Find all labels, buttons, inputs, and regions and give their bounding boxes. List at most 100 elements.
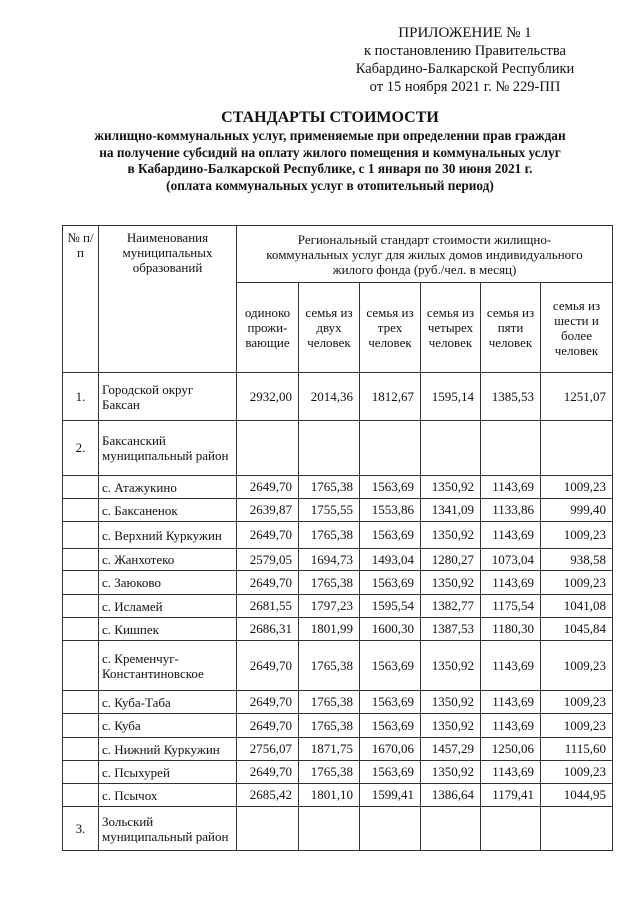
row-value: 2649,70 [236, 690, 299, 714]
document-title: СТАНДАРТЫ СТОИМОСТИ жилищно-коммунальных… [40, 108, 620, 194]
row-name: с. Нижний Куркужин [98, 737, 237, 761]
row-value: 1600,30 [359, 617, 421, 641]
row-name: с. Куба-Таба [98, 690, 237, 714]
row-value: 1350,92 [420, 521, 481, 549]
row-value: 1765,38 [298, 570, 360, 595]
table-row: с. Баксаненок 2639,87 1755,55 1553,86 1341,0… [62, 498, 613, 522]
row-value [359, 806, 421, 851]
row-value: 1009,23 [540, 690, 613, 714]
row-index [62, 548, 99, 571]
row-value: 2649,70 [236, 521, 299, 549]
row-value: 2685,42 [236, 783, 299, 807]
row-value: 1599,41 [359, 783, 421, 807]
row-index [62, 521, 99, 549]
title-line: на получение субсидий на оплату жилого п… [99, 144, 561, 160]
row-value: 1797,23 [298, 594, 360, 618]
row-value: 1387,53 [420, 617, 481, 641]
row-value: 1250,06 [480, 737, 541, 761]
row-index [62, 783, 99, 807]
row-value: 1115,60 [540, 737, 613, 761]
standards-table: № п/п Наименования муниципальных образов… [62, 225, 613, 851]
row-value [298, 806, 360, 851]
row-name: с. Атажукино [98, 475, 237, 499]
table-row: 1. Городской округ Баксан 2932,00 2014,36 18… [62, 372, 613, 421]
row-value: 1801,99 [298, 617, 360, 641]
row-value: 1073,04 [480, 548, 541, 571]
row-name: с. Псычох [98, 783, 237, 807]
row-name: с. Заюково [98, 570, 237, 595]
title-main: СТАНДАРТЫ СТОИМОСТИ [221, 109, 439, 126]
row-name: с. Баксаненок [98, 498, 237, 522]
row-value [420, 806, 481, 851]
row-name: с. Псыхурей [98, 760, 237, 784]
header-number: № п/п [62, 225, 99, 373]
row-value: 1765,38 [298, 521, 360, 549]
row-value: 1133,86 [480, 498, 541, 522]
row-value: 1143,69 [480, 640, 541, 691]
row-value: 1179,41 [480, 783, 541, 807]
row-value: 2681,55 [236, 594, 299, 618]
appendix-line: Кабардино-Балкарской Республики [355, 61, 575, 77]
row-value [236, 806, 299, 851]
row-value: 1045,84 [540, 617, 613, 641]
table-row: с. Атажукино 2649,70 1765,38 1563,69 1350,92… [62, 475, 613, 499]
row-value [420, 420, 481, 476]
row-value: 2649,70 [236, 760, 299, 784]
row-value: 2649,70 [236, 570, 299, 595]
row-value: 1563,69 [359, 713, 421, 738]
row-value: 1382,77 [420, 594, 481, 618]
row-value: 1812,67 [359, 372, 421, 421]
subheader-6: семья из шести и более человек [540, 282, 613, 373]
row-value: 2649,70 [236, 640, 299, 691]
row-value: 1009,23 [540, 475, 613, 499]
row-value: 1595,54 [359, 594, 421, 618]
row-name: с. Исламей [98, 594, 237, 618]
row-index [62, 570, 99, 595]
row-value [540, 806, 613, 851]
row-name: с. Жанхотеко [98, 548, 237, 571]
row-name: с. Кременчуг-Константиновское [98, 640, 237, 691]
row-name: Баксанский муниципальный район [98, 420, 237, 476]
row-value: 1175,54 [480, 594, 541, 618]
appendix-line: к постановлению Правительства [364, 43, 566, 59]
row-value: 1765,38 [298, 475, 360, 499]
title-line: в Кабардино-Балкарской Республике, с 1 я… [127, 161, 533, 176]
table-row: с. Кишпек 2686,31 1801,99 1600,30 1387,53 118… [62, 617, 613, 641]
row-value: 1143,69 [480, 713, 541, 738]
row-value: 1765,38 [298, 760, 360, 784]
title-line: жилищно-коммунальных услуг, применяемые … [94, 128, 566, 143]
row-value: 1044,95 [540, 783, 613, 807]
row-index [62, 713, 99, 738]
row-value: 1350,92 [420, 475, 481, 499]
row-value: 1694,73 [298, 548, 360, 571]
row-index [62, 737, 99, 761]
row-value: 1765,38 [298, 690, 360, 714]
row-value: 1009,23 [540, 521, 613, 549]
row-value: 1143,69 [480, 475, 541, 499]
row-value: 1563,69 [359, 475, 421, 499]
row-value: 1871,75 [298, 737, 360, 761]
subheader-3: семья из трех человек [359, 282, 421, 373]
row-value: 1251,07 [540, 372, 613, 421]
row-value: 1180,30 [480, 617, 541, 641]
row-value: 1493,04 [359, 548, 421, 571]
table-row: с. Жанхотеко 2579,05 1694,73 1493,04 1280,27… [62, 548, 613, 571]
row-value: 1143,69 [480, 760, 541, 784]
row-value [298, 420, 360, 476]
table-row: с. Куба-Таба 2649,70 1765,38 1563,69 1350,92… [62, 690, 613, 714]
row-value: 2649,70 [236, 713, 299, 738]
row-value: 1755,55 [298, 498, 360, 522]
row-index [62, 498, 99, 522]
row-value: 1765,38 [298, 640, 360, 691]
row-value: 2014,36 [298, 372, 360, 421]
appendix-header: ПРИЛОЖЕНИЕ № 1 к постановлению Правитель… [330, 24, 600, 96]
title-line: (оплата коммунальных услуг в отопительны… [166, 177, 494, 193]
row-value: 2579,05 [236, 548, 299, 571]
row-value: 1563,69 [359, 640, 421, 691]
row-value: 1143,69 [480, 521, 541, 549]
row-name: Зольский муниципальный район [98, 806, 237, 851]
row-index [62, 690, 99, 714]
row-value: 1457,29 [420, 737, 481, 761]
row-index [62, 640, 99, 691]
table-row: с. Верхний Куркужин 2649,70 1765,38 1563,69… [62, 521, 613, 549]
